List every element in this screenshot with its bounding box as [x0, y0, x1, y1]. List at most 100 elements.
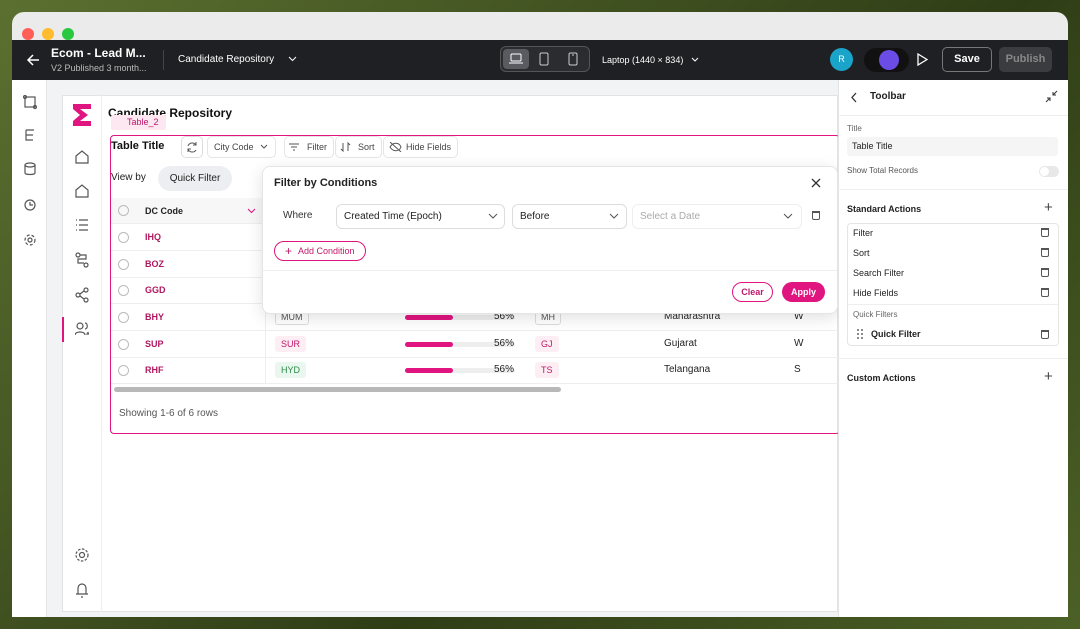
dc-code: BOZ [145, 259, 164, 269]
progress-fill [405, 315, 453, 320]
action-item[interactable]: Sort [853, 248, 870, 258]
panel-title: Toolbar [870, 91, 906, 102]
title-input[interactable]: Table Title [847, 137, 1058, 156]
delete-quick-filter[interactable] [1041, 330, 1049, 339]
hide-fields-button[interactable]: Hide Fields [383, 136, 459, 158]
table-row: SUP SUR 56% GJ Gujarat W [111, 331, 838, 358]
sort-chevron[interactable] [247, 208, 256, 214]
divider [838, 115, 1068, 116]
state-name: Telangana [664, 364, 711, 375]
delete-condition[interactable] [812, 211, 820, 220]
row-checkbox[interactable] [118, 312, 129, 323]
action-item[interactable]: Search Filter [853, 268, 905, 278]
total-records-toggle[interactable] [1039, 166, 1059, 177]
close-button[interactable] [22, 28, 34, 40]
chevron [691, 57, 699, 62]
back-icon[interactable] [26, 53, 40, 67]
add-condition-button[interactable]: Add Condition [274, 241, 366, 261]
row-checkbox[interactable] [118, 285, 129, 296]
divider [838, 358, 1068, 359]
widget-tag[interactable]: Table_2 [111, 115, 166, 130]
app-nav-icons[interactable] [75, 149, 89, 339]
delete-action[interactable] [1041, 228, 1049, 237]
state-name: Maharashtra [664, 311, 721, 322]
state-chip: TS [535, 362, 559, 378]
left-rail [12, 80, 47, 617]
city-code-dropdown[interactable]: City Code [207, 136, 276, 158]
select-all-checkbox[interactable] [118, 205, 129, 216]
tablet-icon[interactable] [539, 52, 549, 66]
ai-toggle-knob [879, 50, 899, 70]
zoom-button[interactable] [62, 28, 74, 40]
clear-button[interactable]: Clear [732, 282, 773, 302]
minimize-button[interactable] [42, 28, 54, 40]
state-chip: GJ [535, 336, 559, 352]
select-chevrons [488, 213, 793, 219]
add-action[interactable]: + [1044, 199, 1053, 216]
divider [848, 304, 1058, 305]
field-select[interactable]: Created Time (Epoch) [336, 204, 505, 229]
filter-button[interactable]: Filter [284, 136, 334, 158]
date-select[interactable]: Select a Date [632, 204, 802, 229]
rail-icons[interactable] [23, 95, 37, 255]
active-nav-indicator [62, 317, 64, 342]
chevron [288, 56, 297, 62]
divider [163, 50, 164, 70]
apply-button[interactable]: Apply [782, 282, 825, 302]
refresh-button[interactable] [181, 136, 203, 158]
row-checkbox[interactable] [118, 365, 129, 376]
column-header[interactable]: DC Code [145, 206, 183, 216]
progress-track [405, 368, 515, 373]
delete-action[interactable] [1041, 288, 1049, 297]
dc-code: GGD [145, 285, 166, 295]
table-title: Table Title [111, 140, 165, 152]
action-item[interactable]: Filter [853, 228, 873, 238]
avatar[interactable]: R [830, 48, 853, 71]
page-selector[interactable]: Candidate Repository [178, 54, 275, 65]
close-dialog[interactable] [811, 178, 821, 188]
dialog-title: Filter by Conditions [274, 177, 378, 189]
delete-action[interactable] [1041, 268, 1049, 277]
toggle-knob [1040, 167, 1049, 176]
dc-code: IHQ [145, 232, 162, 242]
device-selector[interactable]: Laptop (1440 × 834) [602, 55, 684, 65]
table-row: BHY MUM 56% MH Maharashtra W [111, 304, 838, 331]
state-name: Gujarat [664, 338, 697, 349]
sort-button[interactable]: Sort [335, 136, 382, 158]
save-button[interactable]: Save [942, 47, 992, 72]
play-icon[interactable] [916, 53, 928, 66]
add-custom-action[interactable]: + [1044, 368, 1053, 385]
table-row: RHF HYD 56% TS Telangana S [111, 357, 838, 384]
horizontal-scrollbar[interactable] [114, 387, 561, 392]
percent: 56% [494, 311, 515, 322]
actions-list [847, 223, 1059, 346]
dc-code: BHY [145, 312, 165, 322]
row-checkbox[interactable] [118, 232, 129, 243]
operator-select[interactable]: Before [512, 204, 627, 229]
mobile-icon[interactable] [568, 52, 578, 66]
collapse-icon[interactable] [1045, 90, 1058, 103]
selected-widget-outline [110, 135, 840, 434]
publish-button[interactable]: Publish [999, 47, 1052, 72]
panel-back[interactable] [850, 92, 858, 103]
toggle-label: Show Total Records [847, 166, 918, 175]
quick-filter-pill[interactable]: Quick Filter [158, 166, 232, 191]
progress-track [405, 315, 515, 320]
refresh-icon [187, 142, 197, 153]
row-checkbox[interactable] [118, 339, 129, 350]
delete-action[interactable] [1041, 248, 1049, 257]
dc-code: RHF [145, 365, 164, 375]
laptop-icon [509, 53, 523, 64]
app-name: Ecom - Lead M... [51, 46, 146, 60]
laptop-button[interactable] [503, 49, 529, 69]
city-chip: HYD [275, 362, 307, 378]
quick-filter-item[interactable]: Quick Filter [871, 329, 921, 339]
drag-handle[interactable] [857, 329, 863, 339]
dialog-divider [263, 270, 837, 271]
app-nav-bottom-icons[interactable] [75, 548, 89, 598]
toolbar-icons [260, 142, 402, 152]
row-checkbox[interactable] [118, 259, 129, 270]
percent: 56% [494, 364, 515, 375]
action-item[interactable]: Hide Fields [853, 288, 899, 298]
